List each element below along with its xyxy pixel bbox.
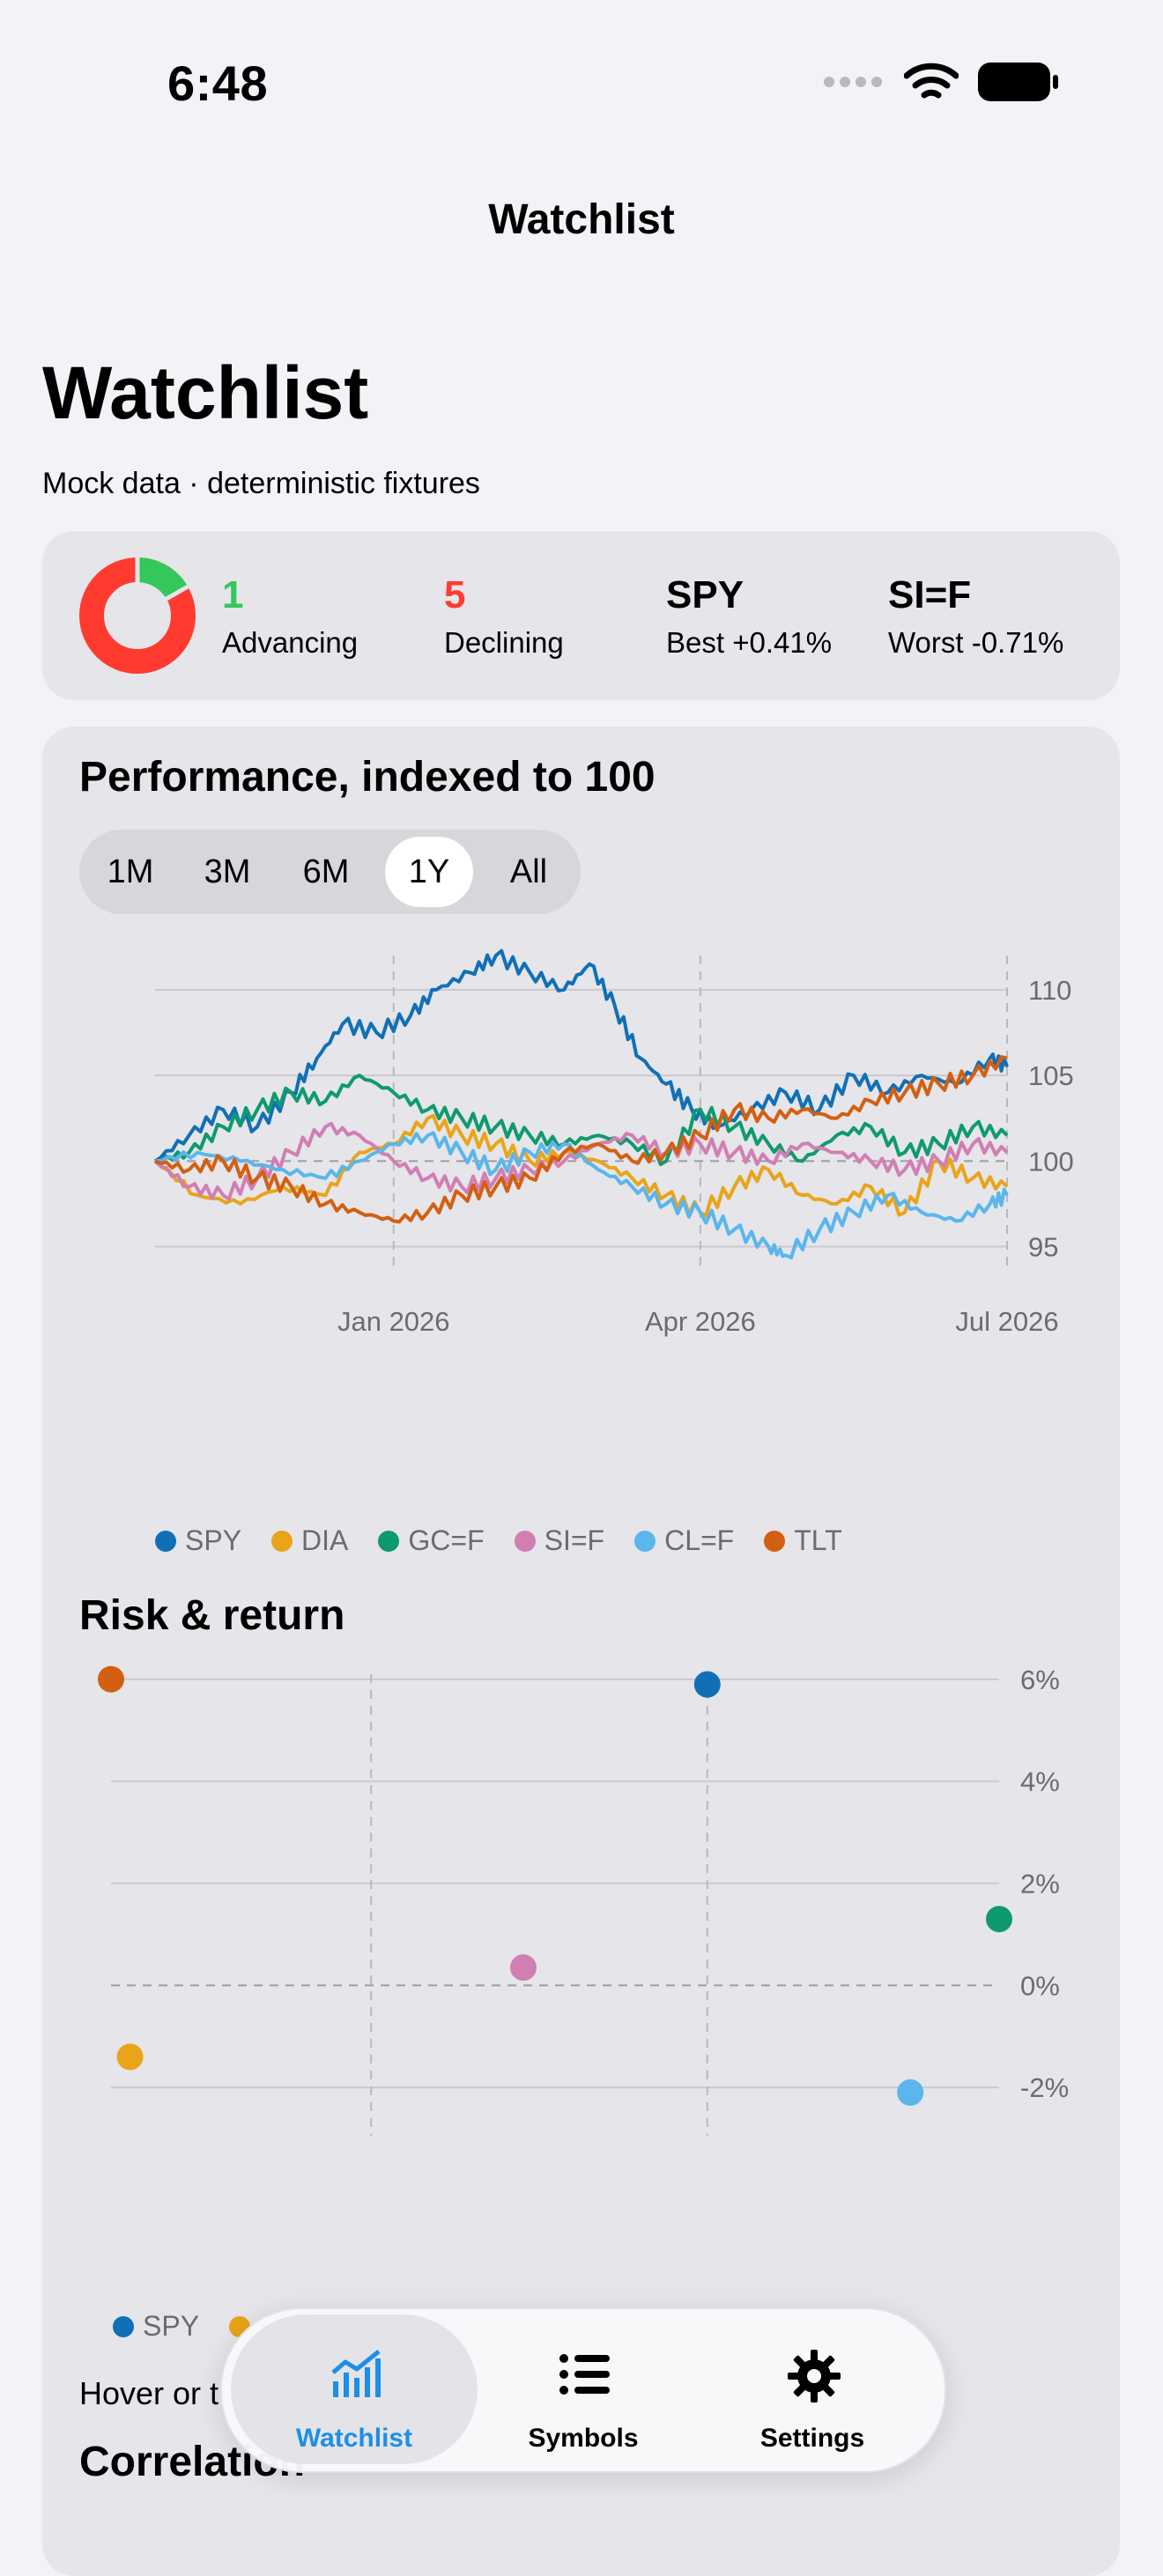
legend-item: CL=F	[634, 1524, 734, 1557]
scatter-point-spy	[693, 1671, 721, 1698]
y-tick-label: 95	[1028, 1232, 1058, 1263]
performance-legend: SPY DIA GC=F SI=F CL=F TLT	[155, 1524, 842, 1557]
status-indicators	[823, 62, 1059, 102]
performance-line-chart[interactable]: 95 100 105 110 Jan 2026 Apr 2026 Jul 2026	[42, 947, 1120, 1369]
x-tick-label: Apr 2026	[645, 1306, 756, 1337]
legend-label: DIA	[301, 1524, 349, 1556]
scatter-point-gcf	[986, 1906, 1012, 1933]
chart-icon	[331, 2350, 381, 2397]
legend-swatch	[271, 1530, 293, 1552]
risk-legend: SPY	[113, 2310, 251, 2343]
advancing-stat: 1 Advancing	[222, 573, 358, 660]
tab-label: Symbols	[528, 2424, 639, 2453]
series-line-dia	[153, 1113, 1009, 1218]
range-all[interactable]: All	[509, 853, 548, 890]
y-tick-label: 2%	[1020, 1869, 1060, 1900]
scatter-point-clf	[897, 2079, 924, 2107]
legend-label: GC=F	[408, 1524, 485, 1556]
gear-icon	[788, 2350, 841, 2403]
hover-hint: Hover or t	[79, 2375, 219, 2411]
summary-card: 1 Advancing 5 Declining SPY Best +0.41% …	[42, 531, 1120, 700]
charts-card: Performance, indexed to 100 1M 3M 6M 1Y …	[42, 727, 1120, 2576]
page-title: Watchlist	[42, 351, 369, 434]
performance-title: Performance, indexed to 100	[79, 754, 656, 801]
battery-icon	[978, 63, 1058, 101]
scatter-point-sif	[510, 1954, 537, 1982]
list-icon	[559, 2354, 610, 2395]
worst-label: Worst -0.71%	[888, 626, 1064, 659]
legend-item: DIA	[271, 1524, 348, 1557]
tab-bar: Watchlist Symbols Settings	[220, 2307, 946, 2473]
advancing-declining-donut	[79, 557, 196, 674]
y-tick-label: 0%	[1020, 1970, 1060, 2001]
series-line-clf	[154, 1131, 1009, 1260]
series-line-spy	[153, 948, 1009, 1163]
legend-label: SPY	[185, 1524, 242, 1556]
nav-title: Watchlist	[488, 196, 675, 243]
best-stat: SPY Best +0.41%	[666, 573, 832, 660]
tab-label: Watchlist	[295, 2424, 413, 2453]
tab-watchlist[interactable]: Watchlist	[231, 2314, 478, 2464]
risk-title: Risk & return	[79, 1592, 345, 1639]
tab-symbols[interactable]: Symbols	[460, 2314, 707, 2464]
best-label: Best +0.41%	[666, 626, 833, 659]
legend-swatch	[113, 2315, 134, 2337]
legend-item: TLT	[764, 1524, 842, 1557]
legend-swatch	[155, 1530, 176, 1552]
declining-stat: 5 Declining	[444, 573, 564, 660]
best-symbol: SPY	[666, 573, 744, 616]
tab-settings[interactable]: Settings	[689, 2314, 936, 2464]
page-subtitle: Mock data · deterministic fixtures	[42, 467, 480, 500]
legend-swatch	[514, 1530, 536, 1552]
x-tick-label: Jul 2026	[955, 1306, 1058, 1337]
legend-label: TLT	[794, 1524, 842, 1556]
legend-label: CL=F	[664, 1524, 735, 1556]
legend-label: SI=F	[544, 1524, 605, 1556]
status-time: 6:48	[167, 55, 269, 111]
range-6m[interactable]: 6M	[302, 853, 350, 890]
advancing-count: 1	[222, 573, 244, 616]
legend-item: SPY	[113, 2310, 199, 2343]
advancing-label: Advancing	[222, 626, 359, 659]
y-tick-label: 105	[1028, 1060, 1074, 1091]
range-1m[interactable]: 1M	[107, 853, 154, 890]
y-tick-label: 100	[1028, 1146, 1074, 1177]
series-line-gcf	[154, 1074, 1009, 1167]
y-tick-label: 110	[1028, 975, 1071, 1006]
range-1y[interactable]: 1Y	[385, 837, 473, 907]
legend-swatch	[764, 1530, 786, 1552]
legend-label: SPY	[143, 2310, 200, 2342]
y-tick-label: 4%	[1020, 1767, 1060, 1797]
risk-return-scatter[interactable]: -2%0%2%4%6%7%7%	[42, 1660, 1120, 2153]
declining-label: Declining	[444, 626, 564, 659]
y-tick-label: -2%	[1020, 2072, 1069, 2103]
range-3m[interactable]: 3M	[204, 853, 251, 890]
worst-symbol: SI=F	[888, 573, 972, 616]
wifi-icon	[904, 63, 959, 99]
range-segmented-control: 1M 3M 6M 1Y All	[79, 830, 581, 914]
declining-count: 5	[444, 573, 466, 616]
legend-item: SPY	[155, 1524, 241, 1557]
y-tick-label: 6%	[1020, 1664, 1060, 1695]
legend-swatch	[378, 1530, 400, 1552]
legend-item: GC=F	[378, 1524, 485, 1557]
signal-dots-icon	[824, 77, 882, 87]
series-line-tlt	[154, 1054, 1008, 1224]
x-tick-label: Jan 2026	[337, 1306, 450, 1337]
scatter-point-dia	[116, 2043, 144, 2070]
tab-label: Settings	[759, 2424, 865, 2453]
legend-item: SI=F	[514, 1524, 605, 1557]
series-line-sif	[153, 1121, 1009, 1201]
worst-stat: SI=F Worst -0.71%	[888, 573, 1063, 660]
legend-swatch	[634, 1530, 656, 1552]
scatter-point-tlt	[98, 1665, 124, 1693]
